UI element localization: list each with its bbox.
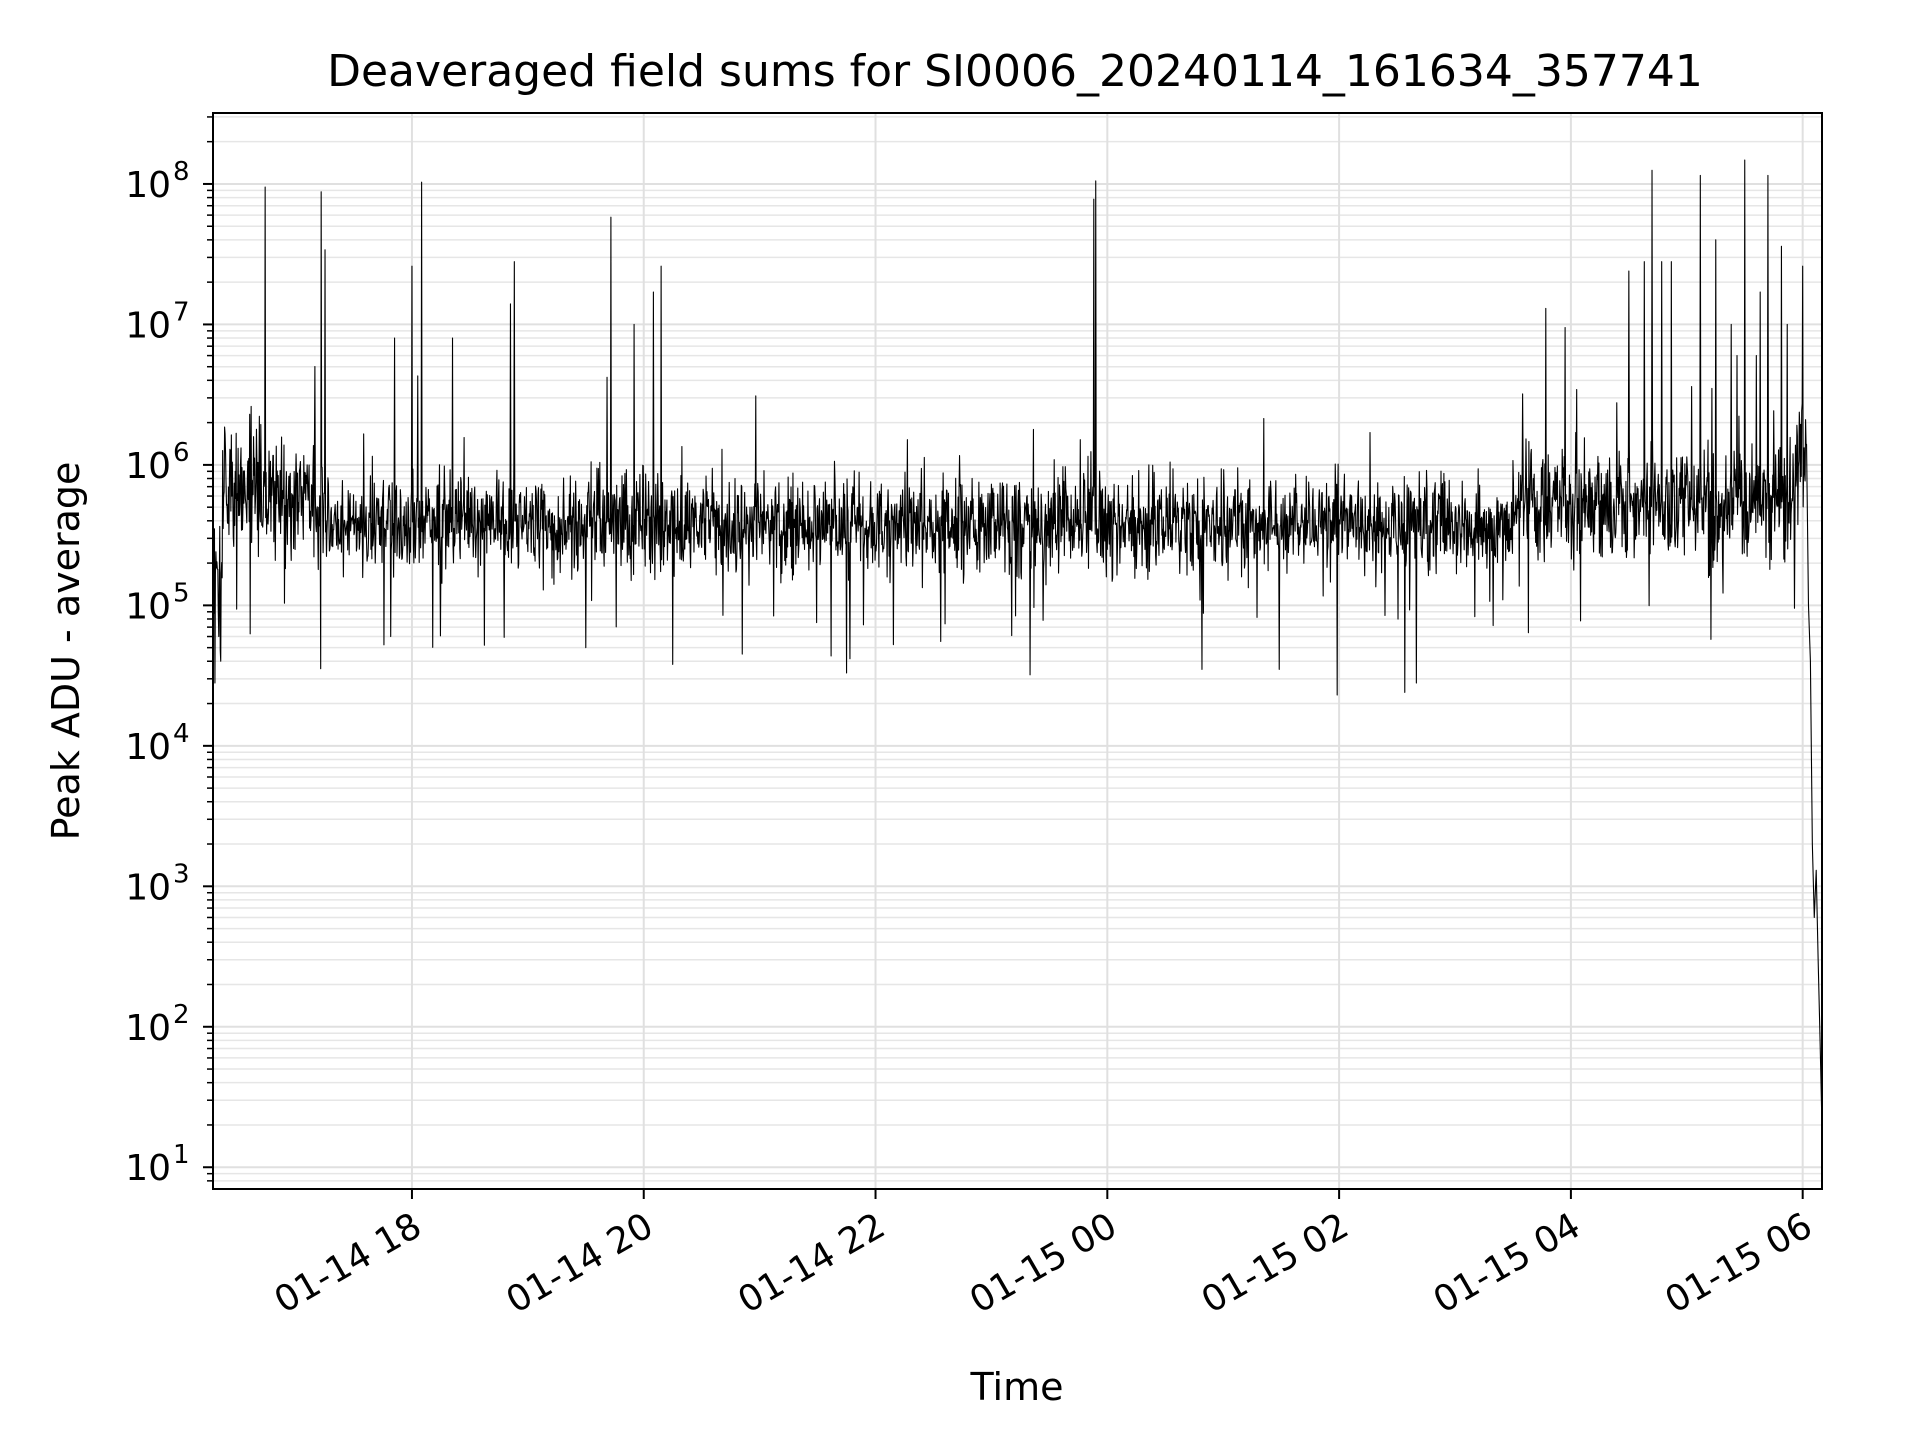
y-tick-label: 10 bbox=[125, 1008, 171, 1049]
y-tick-label: 10 bbox=[125, 727, 171, 768]
y-tick-exponent: 4 bbox=[173, 719, 190, 749]
y-tick-exponent: 3 bbox=[173, 859, 190, 889]
y-tick-exponent: 2 bbox=[173, 1000, 190, 1030]
chart-title: Deaveraged field sums for SI0006_2024011… bbox=[327, 46, 1703, 97]
series-line bbox=[212, 159, 1823, 1129]
y-tick-exponent: 8 bbox=[173, 157, 190, 187]
y-tick-exponent: 1 bbox=[173, 1140, 190, 1170]
y-tick-label: 10 bbox=[125, 446, 171, 487]
x-axis-label: Time bbox=[970, 1365, 1064, 1409]
y-tick-label: 10 bbox=[125, 867, 171, 908]
y-tick-label: 10 bbox=[125, 586, 171, 627]
y-tick-label: 10 bbox=[125, 305, 171, 346]
y-tick-exponent: 6 bbox=[173, 438, 190, 468]
y-tick-exponent: 5 bbox=[173, 578, 190, 608]
y-axis-label: Peak ADU - average bbox=[44, 462, 88, 841]
plot-frame bbox=[212, 112, 1823, 1190]
series-line-group bbox=[212, 159, 1823, 1129]
y-tick-exponent: 7 bbox=[173, 297, 190, 327]
y-tick-label: 10 bbox=[125, 1148, 171, 1189]
y-tick-label: 10 bbox=[125, 165, 171, 206]
